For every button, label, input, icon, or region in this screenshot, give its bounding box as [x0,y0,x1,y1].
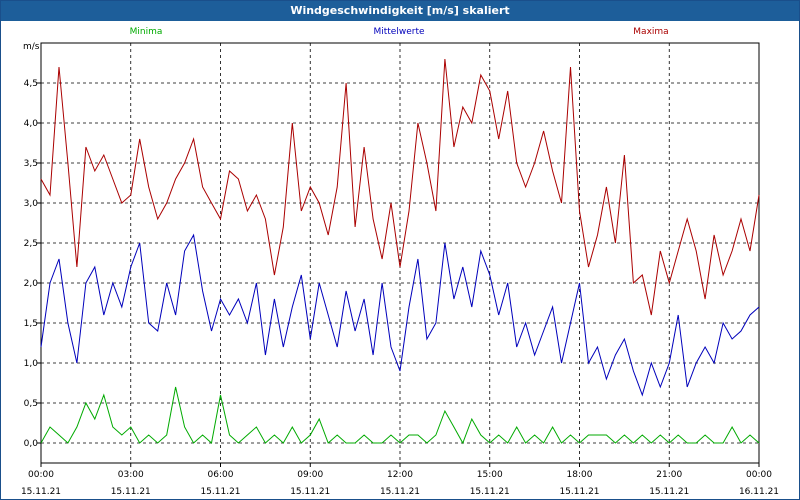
y-tick-label: 2,0 [24,279,39,289]
y-tick-label: 1,5 [24,319,38,329]
legend-item: Maxima [633,27,668,37]
series-line-minima [40,386,760,445]
x-tick-date: 15.11.21 [200,487,240,497]
y-axis-label: m/s [23,42,40,52]
y-tick-label: 4,5 [24,79,38,89]
x-tick-time: 03:00 [118,470,144,480]
series-line-maxima [40,58,760,316]
y-tick-label: 2,5 [24,239,38,249]
x-tick-date: 15.11.21 [290,487,330,497]
y-tick-label: 3,5 [24,159,38,169]
grid-lines [41,43,759,463]
window-title: Windgeschwindigkeit [m/s] skaliert [1,1,799,21]
y-tick-label: 1,0 [24,359,39,369]
x-tick-date: 15.11.21 [470,487,510,497]
x-tick-time: 12:00 [387,470,413,480]
legend-item: Mittelwerte [373,27,424,37]
chart-plot: 0,0 0,5 1,0 1,5 2,0 2,5 3,0 3,5 4,0 4,5 00:00 15.1… [21,27,779,497]
x-tick-time: 18:00 [567,470,593,480]
x-tick-date: 15.11.21 [21,487,61,497]
y-tick-label: 0,5 [24,399,38,409]
x-tick-time: 06:00 [208,470,234,480]
y-axis-ticks: 0,0 0,5 1,0 1,5 2,0 2,5 3,0 3,5 4,0 4,5 [24,79,41,449]
x-tick-time: 00:00 [746,470,772,480]
x-axis-ticks: 00:00 15.11.21 03:00 15.11.21 06:00 15.11.21 0… [21,463,779,497]
y-tick-label: 4,0 [24,119,39,129]
series-lines [40,58,760,445]
x-tick-time: 21:00 [656,470,682,480]
y-tick-label: 3,0 [24,199,39,209]
series-line-mittelwerte [40,233,760,397]
y-tick-label: 0,0 [24,439,39,449]
x-tick-time: 00:00 [28,470,54,480]
legend-item: Minima [130,27,163,37]
legend: Minima Mittelwerte Maxima [130,27,669,37]
x-tick-date: 16.11.21 [739,487,779,497]
x-tick-time: 15:00 [477,470,503,480]
x-tick-date: 15.11.21 [111,487,151,497]
x-tick-time: 09:00 [297,470,323,480]
x-tick-date: 15.11.21 [380,487,420,497]
x-tick-date: 15.11.21 [649,487,689,497]
x-tick-date: 15.11.21 [559,487,599,497]
